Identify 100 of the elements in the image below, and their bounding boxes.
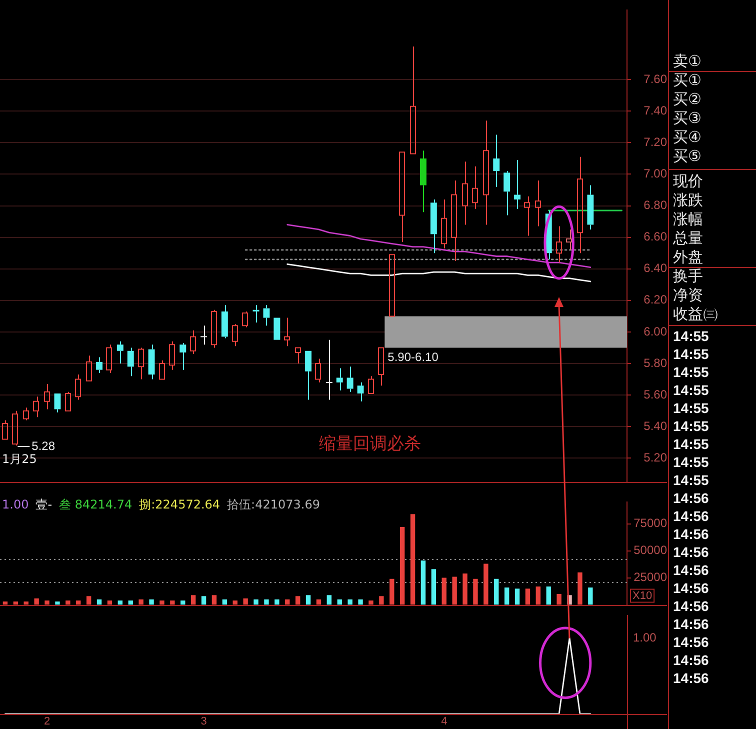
- candlestick: [441, 198, 447, 249]
- bar: [212, 595, 217, 605]
- annotation: 捌:224572.64: [139, 497, 220, 512]
- y-tick-label: 6.60: [644, 230, 668, 244]
- annotation: 5.28: [32, 438, 56, 453]
- text: 现价: [673, 172, 703, 190]
- candlestick: [221, 304, 228, 339]
- bar: [462, 573, 468, 605]
- text: 外盘: [673, 248, 703, 266]
- text: 14:56: [673, 652, 709, 669]
- bar: [578, 572, 582, 605]
- candlestick: [180, 342, 186, 370]
- text: 卖①: [673, 52, 702, 70]
- text: 14:55: [673, 454, 709, 471]
- y-tick-label: 7.60: [644, 72, 668, 86]
- text: 1.00: [633, 630, 657, 644]
- candlestick: [96, 356, 103, 374]
- annotation: 1.00: [2, 497, 29, 512]
- text: 14:55: [673, 400, 709, 417]
- y-tick-label: 7.00: [644, 166, 668, 181]
- x-tick-label: 2: [44, 715, 50, 728]
- y-tick-label: 50000: [634, 543, 668, 558]
- bar: [86, 596, 92, 605]
- bar: [348, 599, 352, 605]
- annotation: 1月25: [2, 452, 37, 466]
- y-tick-label: 6.20: [644, 292, 668, 307]
- annotation: 壹-: [36, 497, 52, 512]
- bar: [149, 599, 154, 605]
- candlestick: [399, 152, 405, 243]
- text: 14:56: [673, 508, 709, 525]
- bar: [55, 602, 60, 605]
- candlestick: [54, 393, 61, 413]
- candlestick: [472, 166, 478, 210]
- bar: [504, 588, 510, 605]
- y-tick-label: 7.20: [644, 135, 668, 149]
- candlestick: [44, 384, 50, 410]
- bar: [431, 569, 436, 605]
- text: 买④: [673, 128, 702, 146]
- bar: [400, 527, 405, 605]
- candlestick: [504, 170, 510, 216]
- bar: [274, 599, 280, 605]
- x-tick-label: 4: [441, 715, 448, 728]
- candlestick: [336, 368, 343, 391]
- text: 14:55: [673, 382, 709, 399]
- bar: [546, 586, 551, 605]
- candlestick: [138, 347, 144, 380]
- candlestick: [577, 156, 583, 254]
- y-tick-label: 7.40: [644, 103, 668, 118]
- bar: [588, 588, 593, 605]
- text: 14:55: [673, 346, 709, 363]
- candlestick: [190, 330, 196, 355]
- text: 14:56: [673, 562, 709, 579]
- candlestick: [346, 366, 354, 392]
- y-tick-label: 75000: [634, 516, 668, 530]
- bar: [379, 596, 384, 605]
- y-tick-label: 5.40: [644, 418, 668, 433]
- band-label: 5.90-6.10: [388, 350, 439, 364]
- bar: [390, 578, 394, 605]
- candlestick: [148, 344, 155, 380]
- text: 14:55: [673, 436, 709, 453]
- bar: [254, 599, 258, 605]
- bar: [34, 598, 39, 605]
- bar: [138, 599, 144, 605]
- candlestick: [514, 160, 521, 210]
- text: 买③: [673, 109, 702, 127]
- text: 换手: [673, 267, 703, 285]
- bar: [410, 514, 416, 605]
- bar: [66, 600, 70, 605]
- text: 净资: [673, 286, 703, 304]
- text: 14:56: [673, 580, 709, 597]
- candlestick: [263, 304, 270, 326]
- text: 买②: [673, 90, 702, 108]
- bar: [44, 600, 50, 605]
- candlestick: [378, 347, 384, 386]
- candlestick: [127, 347, 134, 377]
- text: 14:56: [673, 526, 709, 543]
- bar: [473, 578, 478, 605]
- candlestick: [420, 150, 426, 213]
- bar: [452, 576, 457, 605]
- candlestick: [284, 317, 290, 347]
- bar: [514, 588, 520, 605]
- bar: [525, 588, 530, 605]
- candlestick: [462, 161, 468, 226]
- y-tick-label: 6.80: [644, 198, 668, 212]
- bar: [556, 594, 562, 605]
- candlestick: [566, 228, 572, 250]
- candlestick: [556, 226, 562, 264]
- candlestick: [295, 347, 301, 364]
- candlestick: [430, 198, 437, 254]
- candlestick: [535, 180, 541, 227]
- text: 总量: [673, 229, 703, 247]
- candlestick: [357, 382, 364, 402]
- bar: [243, 598, 248, 605]
- text: 14:56: [673, 598, 709, 615]
- y-tick-label: 25000: [634, 570, 668, 584]
- y-tick-label: 5.20: [644, 450, 668, 464]
- text: 买①: [673, 71, 702, 89]
- candlestick: [23, 407, 29, 421]
- bar: [420, 560, 426, 605]
- y-tick-label: 5.60: [644, 387, 668, 402]
